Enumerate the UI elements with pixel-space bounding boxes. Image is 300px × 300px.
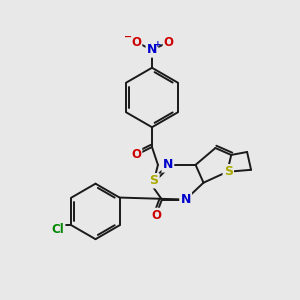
Text: N: N bbox=[163, 158, 173, 171]
Text: S: S bbox=[149, 174, 158, 187]
Text: S: S bbox=[224, 165, 233, 178]
Text: N: N bbox=[181, 193, 191, 206]
Text: O: O bbox=[151, 209, 161, 222]
Text: O: O bbox=[131, 35, 141, 49]
Text: Cl: Cl bbox=[51, 223, 64, 236]
Text: −: − bbox=[124, 32, 132, 42]
Text: N: N bbox=[147, 44, 157, 56]
Text: +: + bbox=[154, 40, 162, 50]
Text: O: O bbox=[131, 148, 141, 161]
Text: O: O bbox=[164, 35, 174, 49]
